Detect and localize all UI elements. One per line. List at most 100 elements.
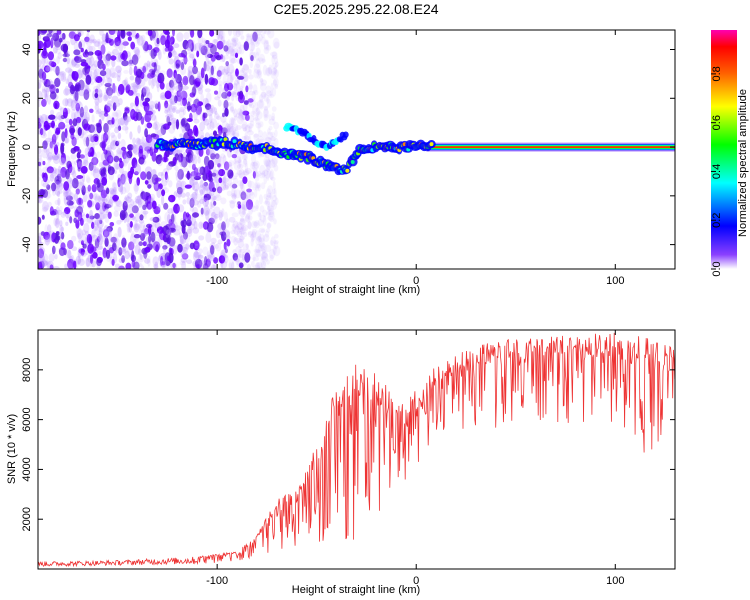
noise-cell [151, 151, 157, 162]
noise-cell [87, 184, 92, 192]
noise-cell [263, 39, 269, 50]
noise-cell [266, 137, 272, 143]
noise-cell [189, 200, 194, 207]
noise-cell [155, 44, 159, 49]
noise-cell [101, 176, 108, 186]
noise-cell [51, 134, 57, 145]
noise-cell [82, 159, 89, 167]
noise-cell [237, 204, 242, 209]
noise-cell [252, 254, 256, 262]
noise-cell [268, 114, 272, 121]
noise-cell [86, 65, 91, 70]
noise-cell [203, 182, 208, 187]
noise-cell [250, 238, 254, 247]
noise-cell [62, 57, 68, 63]
noise-cell [239, 235, 244, 243]
noise-cell [218, 255, 226, 264]
noise-cell [193, 109, 198, 121]
noise-cell [255, 171, 262, 177]
noise-cell [225, 41, 229, 46]
noise-cell [203, 205, 210, 216]
noise-cell [51, 182, 57, 192]
noise-cell [122, 38, 127, 49]
noise-cell [189, 197, 195, 208]
noise-cell [267, 30, 275, 39]
noise-cell [133, 223, 141, 231]
noise-cell [169, 36, 175, 45]
noise-cell [120, 139, 126, 148]
noise-cell [194, 167, 198, 177]
noise-cell [124, 182, 131, 194]
noise-cell [254, 115, 258, 121]
noise-cell [180, 90, 188, 101]
noise-cell [116, 140, 121, 145]
noise-cell [157, 64, 161, 72]
noise-cell [253, 117, 260, 122]
noise-cell [235, 30, 241, 38]
noise-cell [81, 131, 88, 142]
noise-cell [157, 172, 164, 177]
noise-cell [179, 109, 185, 119]
noise-cell [270, 82, 274, 92]
noise-cell [90, 168, 96, 176]
noise-cell [38, 40, 44, 50]
noise-cell [197, 101, 204, 107]
noise-cell [97, 195, 101, 203]
noise-cell [266, 90, 273, 97]
noise-cell [93, 40, 100, 47]
noise-cell [167, 121, 172, 126]
noise-cell [178, 155, 183, 162]
noise-cell [247, 180, 252, 188]
noise-cell [64, 263, 68, 269]
noise-cell [251, 161, 259, 173]
noise-cell [235, 81, 241, 92]
noise-cell [93, 167, 100, 174]
noise-cell [78, 239, 86, 244]
noise-cell [47, 122, 55, 128]
noise-cell [63, 191, 69, 197]
noise-cell [266, 259, 270, 265]
noise-cell [85, 136, 90, 147]
noise-cell [84, 36, 90, 42]
noise-cell [265, 188, 271, 198]
noise-cell [77, 247, 82, 259]
noise-cell [112, 242, 117, 251]
noise-cell [144, 128, 149, 138]
noise-cell [107, 227, 112, 233]
noise-cell [126, 213, 130, 223]
noise-cell [199, 198, 205, 205]
noise-cell [179, 235, 184, 245]
noise-cell [47, 129, 53, 141]
noise-cell [227, 123, 234, 133]
noise-cell [38, 231, 46, 240]
noise-cell [266, 131, 274, 140]
noise-cell [128, 217, 132, 226]
noise-cell [111, 258, 115, 266]
noise-cell [65, 168, 70, 180]
noise-cell [261, 255, 267, 261]
noise-cell [38, 192, 42, 203]
noise-cell [133, 183, 140, 192]
noise-cell [53, 155, 60, 165]
noise-cell [74, 63, 81, 68]
noise-cell [212, 38, 219, 45]
noise-cell [55, 180, 61, 190]
noise-cell [157, 156, 164, 167]
noise-cell [87, 51, 94, 56]
noise-cell [125, 116, 132, 123]
noise-cell [135, 211, 141, 222]
noise-cell [237, 179, 244, 187]
noise-cell [108, 232, 113, 242]
noise-cell [51, 36, 56, 47]
noise-cell [211, 264, 216, 269]
noise-cell [157, 49, 162, 60]
colorbar-tick-label: 0.0 [711, 261, 723, 276]
noise-cell [81, 229, 87, 236]
noise-cell [50, 109, 55, 116]
noise-cell [86, 45, 93, 52]
noise-cell [210, 203, 216, 208]
noise-cell [54, 144, 59, 156]
noise-cell [245, 33, 252, 38]
noise-cell [146, 201, 153, 210]
